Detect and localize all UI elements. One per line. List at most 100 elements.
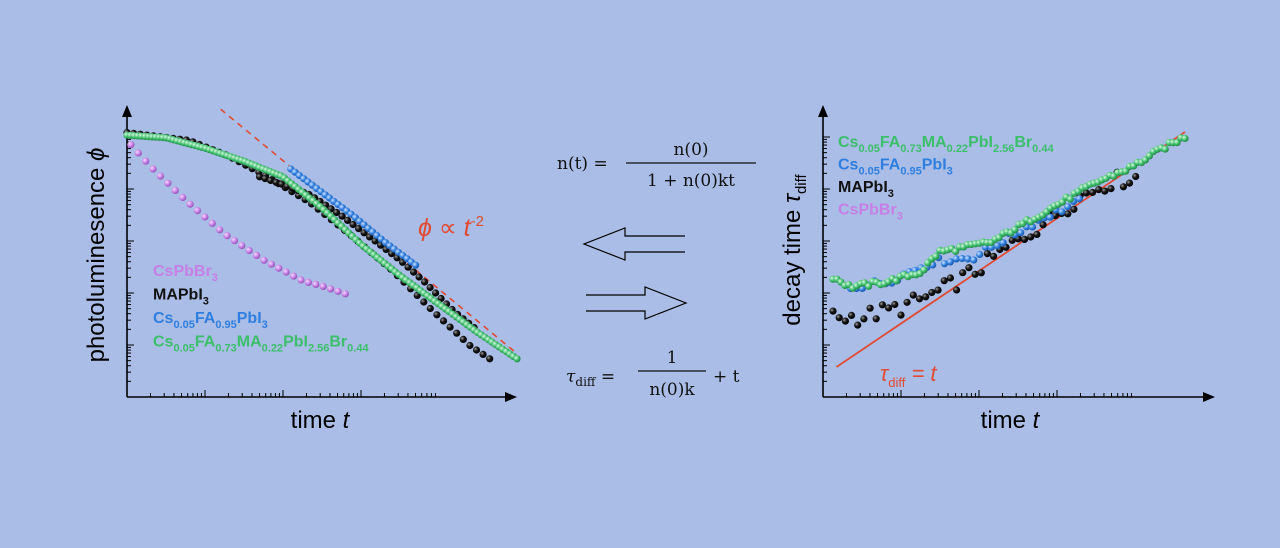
photoluminescence-chart: time t photoluminesence ϕ ϕ ∝ t-2 CsPbBr… [83,105,521,434]
data-point [958,254,966,263]
n-t-equation: n(t) = n(0) 1 + n(0)kt [557,140,756,191]
data-point [349,220,357,229]
power-law-annotation: ϕ ∝ t-2 [418,213,484,242]
right-x-axis [823,392,1215,402]
data-point [1119,183,1127,191]
data-point [238,242,246,250]
data-point [479,350,487,358]
data-point [1107,185,1115,193]
series-cs_fa_ma [829,134,1189,292]
data-point [282,268,290,276]
data-point [371,237,379,245]
data-point [897,311,905,319]
data-point [1095,186,1103,194]
data-point [142,157,150,165]
data-point [946,274,955,282]
data-point [260,256,268,264]
data-point [965,264,973,272]
legend-entry-cspbbr3: CsPbBr3 [838,202,903,223]
data-point [1058,198,1066,206]
data-point [208,219,216,227]
data-point [319,282,327,290]
data-point [920,266,928,274]
data-point [909,291,917,299]
data-point [922,293,930,301]
data-point [513,355,521,363]
data-point [932,252,940,260]
data-point [201,213,209,221]
data-point [179,193,187,202]
data-point [344,216,352,224]
data-point [272,178,280,186]
left-arrow [582,227,685,261]
data-point [459,335,467,343]
data-point [999,239,1007,247]
data-point [990,252,998,260]
data-point [940,260,949,268]
left-axis-ticks [127,136,436,397]
data-point [892,277,900,285]
svg-text:n(0)k: n(0)k [649,380,695,400]
svg-text:1: 1 [667,348,678,368]
data-point [970,256,978,264]
data-point [290,272,298,280]
left-x-axis-title: time t [291,407,351,434]
equations-panel: n(t) = n(0) 1 + n(0)kt τdiff = 1 n(0)k +… [557,140,756,400]
series-cs_fa [287,165,420,269]
data-point [415,273,423,281]
data-point [865,282,873,290]
data-point [1008,236,1016,244]
data-point [841,317,850,325]
series-cs_fa_ma [123,131,521,363]
data-point [312,280,320,288]
data-point [928,288,936,297]
svg-text:n(0): n(0) [673,140,708,160]
data-point [334,287,342,295]
data-point [1046,213,1054,221]
data-point [1075,195,1083,203]
data-point [261,175,269,183]
data-point [304,278,312,286]
data-point [891,300,899,309]
data-point [1066,195,1074,203]
data-point [327,285,335,293]
data-point [267,260,275,268]
data-point [1011,226,1019,234]
data-point [486,355,494,363]
data-point [1181,134,1189,142]
data-point [420,298,428,306]
data-point [903,298,911,306]
data-point [1132,172,1140,181]
data-point [297,276,305,284]
data-point [341,290,349,298]
data-point [149,165,157,173]
data-point [333,208,341,217]
data-point [216,226,224,234]
legend-entry-cs_fa: Cs0.05FA0.95PbI3 [838,157,953,178]
data-point [393,254,401,262]
data-point [426,283,434,292]
data-point [934,286,942,294]
data-point [338,212,346,220]
data-point [1064,210,1072,218]
data-point [355,225,363,233]
data-point [433,311,441,319]
right-axis-ticks [823,136,1132,397]
data-point [439,317,448,325]
data-point [171,186,179,194]
data-point [410,268,418,276]
data-point [915,295,924,303]
data-point [278,180,286,188]
series-cspbbr3 [127,141,349,298]
data-point [267,176,275,185]
left-y-axis-title: photoluminesence ϕ [83,148,110,363]
data-point [432,289,440,297]
data-point [256,173,264,181]
data-point [426,304,434,313]
data-point [866,304,874,312]
data-point [1033,230,1041,238]
data-point [885,304,893,312]
data-point [1017,229,1025,237]
svg-text:+ t: + t [713,367,740,387]
data-point [1161,145,1169,153]
